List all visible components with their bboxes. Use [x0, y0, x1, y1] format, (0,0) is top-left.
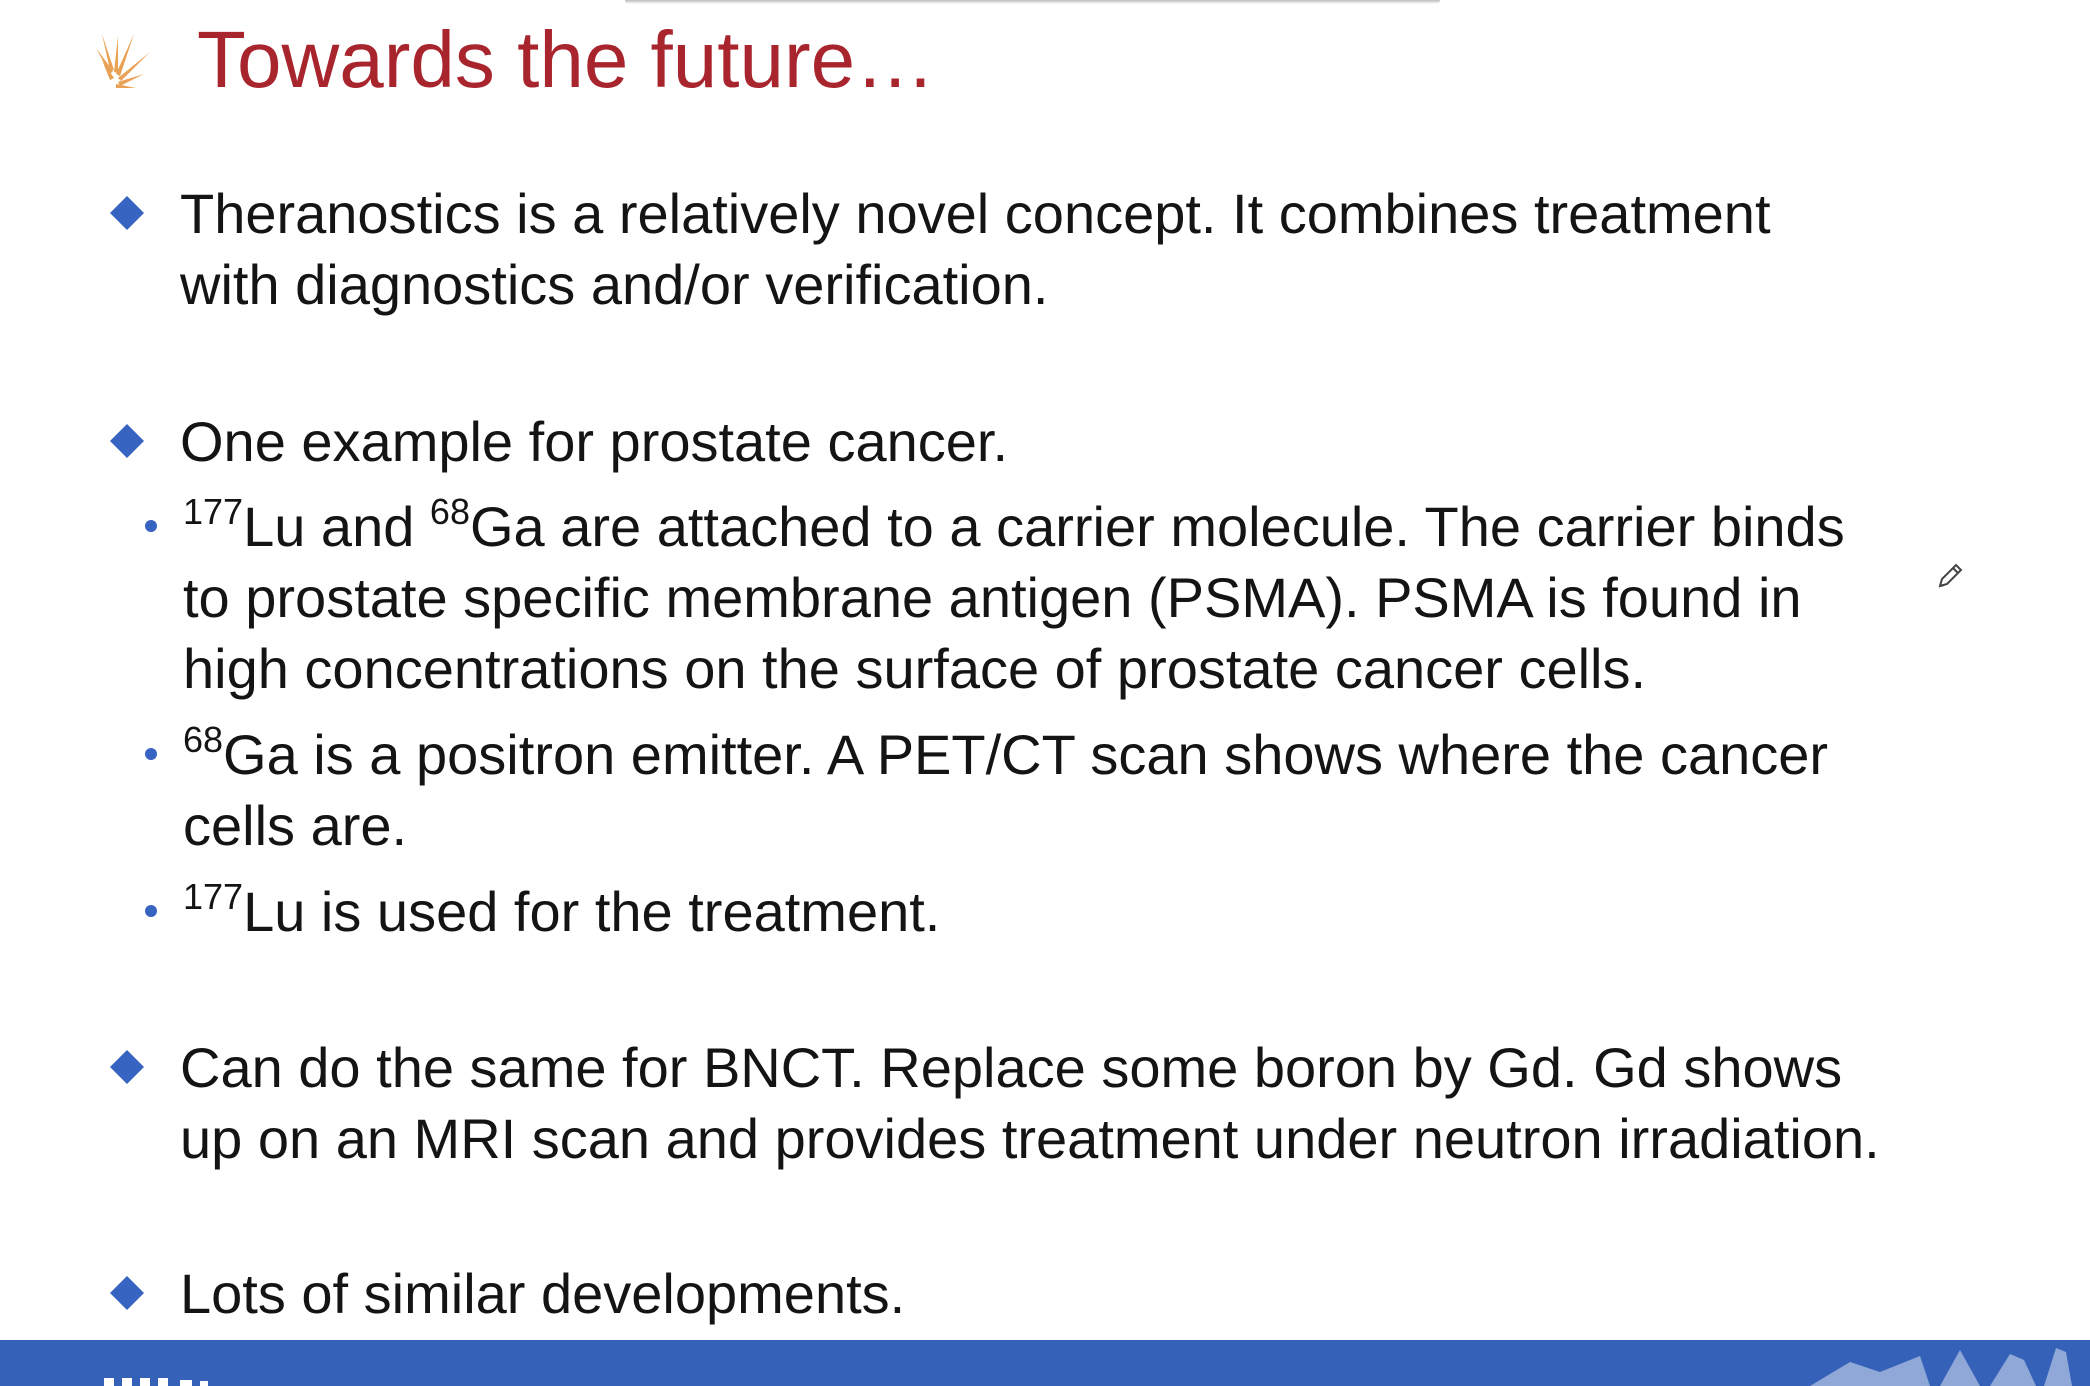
sub-bullet-2-line-1: 68Ga is a positron emitter. A PET/CT sca… — [183, 719, 1828, 790]
footer-watermark-logo-icon — [1810, 1348, 2072, 1386]
bullet-3-line-2: up on an MRI scan and provides treatment… — [180, 1107, 1880, 1170]
pen-cursor-icon — [1938, 563, 1963, 588]
sub-bullet-1-text-a: Lu and — [243, 495, 430, 558]
isotope-mass-number: 177 — [183, 491, 244, 532]
sub-bullet-1-text-b: Ga are attached to a carrier molecule. T… — [469, 495, 1845, 558]
sub-bullet-dot — [145, 905, 157, 917]
sub-bullet-2-line-2: cells are. — [183, 794, 408, 857]
bullet-2-line-1: One example for prostate cancer. — [180, 410, 1008, 473]
bullet-1-line-1: Theranostics is a relatively novel conce… — [180, 182, 1771, 245]
isotope-mass-number: 68 — [183, 719, 224, 760]
footer-bar — [0, 1340, 2090, 1386]
sub-bullet-1-line-3: high concentrations on the surface of pr… — [183, 637, 1647, 700]
sub-bullet-3-text: Lu is used for the treatment. — [243, 880, 941, 943]
bullet-3-line-1: Can do the same for BNCT. Replace some b… — [180, 1036, 1843, 1099]
window-top-shadow — [625, 0, 1440, 4]
footer-logo-fragment-icon — [104, 1378, 208, 1386]
sunburst-logo-icon — [96, 34, 150, 88]
slide-title: Towards the future… — [197, 15, 936, 104]
isotope-mass-number: 177 — [183, 876, 244, 917]
diamond-bullet-icon — [110, 424, 144, 458]
bullet-1-line-2: with diagnostics and/or verification. — [180, 253, 1049, 316]
diamond-bullet-icon — [110, 1050, 144, 1084]
sub-bullet-3-line-1: 177Lu is used for the treatment. — [183, 876, 940, 947]
sub-bullet-2-text: Ga is a positron emitter. A PET/CT scan … — [223, 723, 1829, 786]
bullet-4-line-1: Lots of similar developments. — [180, 1262, 906, 1325]
sub-bullet-1-line-2: to prostate specific membrane antigen (P… — [183, 566, 1802, 629]
sub-bullet-dot — [145, 520, 157, 532]
sub-bullet-dot — [145, 748, 157, 760]
isotope-mass-number: 68 — [429, 491, 470, 532]
diamond-bullet-icon — [110, 196, 144, 230]
sub-bullet-1-line-1: 177Lu and 68Ga are attached to a carrier… — [183, 491, 1845, 562]
diamond-bullet-icon — [110, 1276, 144, 1310]
